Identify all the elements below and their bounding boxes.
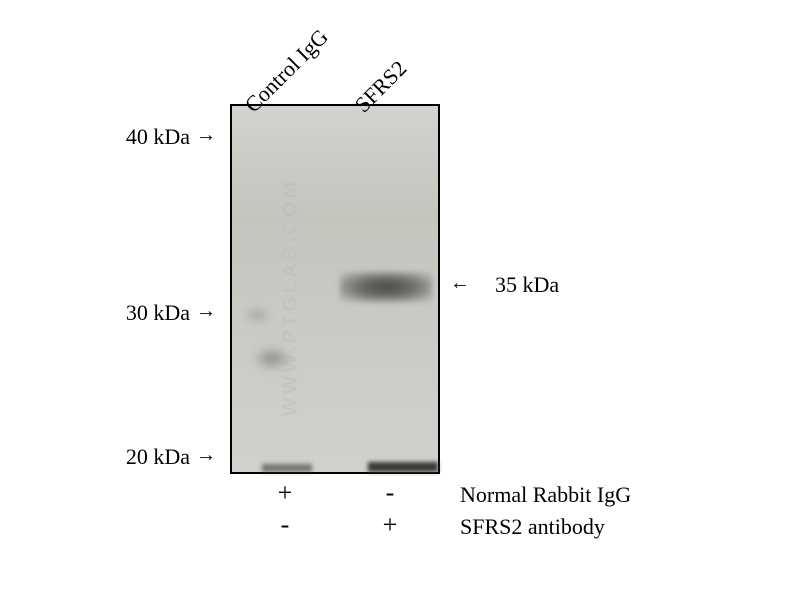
arrow-icon: ← [450, 272, 470, 295]
condition-label-antibody: SFRS2 antibody [460, 514, 605, 540]
sign-minus: - [275, 510, 295, 540]
mw-label-text: 30 kDa [126, 300, 190, 325]
arrow-icon: → [196, 300, 216, 323]
figure-container: WWW.PTGLAB.COM 40 kDa → 30 kDa → 20 kDa … [0, 0, 800, 600]
band-size-label: 35 kDa [495, 272, 559, 298]
condition-label-igg: Normal Rabbit IgG [460, 482, 631, 508]
blot-frame: WWW.PTGLAB.COM [230, 104, 440, 474]
membrane-edge [262, 464, 312, 472]
mw-marker-20: 20 kDa [110, 444, 190, 470]
arrow-icon: → [196, 444, 216, 467]
blot-membrane: WWW.PTGLAB.COM [232, 106, 438, 472]
protein-band [340, 272, 432, 302]
watermark-text: WWW.PTGLAB.COM [279, 179, 302, 417]
membrane-edge [368, 462, 438, 472]
mw-label-text: 40 kDa [126, 124, 190, 149]
sign-minus: - [380, 478, 400, 508]
mw-label-text: 20 kDa [126, 444, 190, 469]
sign-plus: + [380, 510, 400, 540]
mw-marker-40: 40 kDa [110, 124, 190, 150]
mw-marker-30: 30 kDa [110, 300, 190, 326]
arrow-icon: → [196, 124, 216, 147]
sign-plus: + [275, 478, 295, 508]
membrane-noise [242, 306, 272, 324]
membrane-noise [252, 346, 292, 371]
